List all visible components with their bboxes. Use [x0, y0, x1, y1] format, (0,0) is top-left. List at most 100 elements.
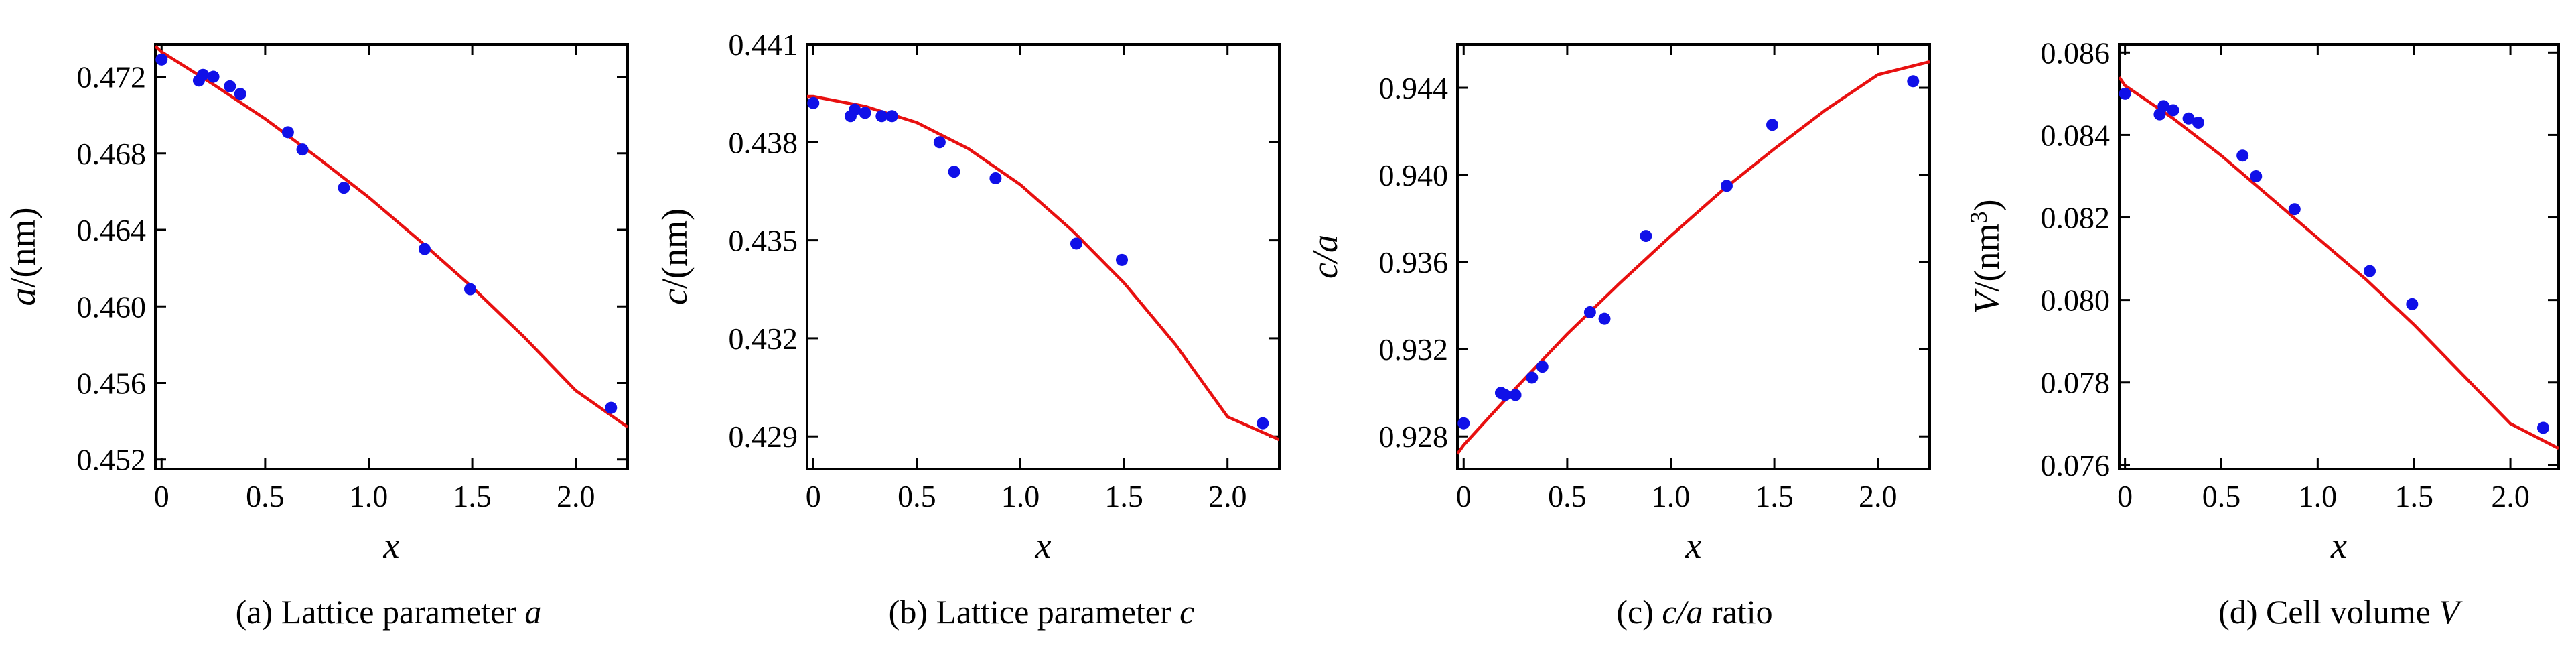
y-tick-label: 0.078	[2041, 366, 2110, 400]
data-point	[948, 166, 960, 178]
x-tick-label: 0.5	[246, 479, 285, 513]
data-point	[1509, 389, 1522, 401]
data-point	[1720, 180, 1733, 192]
data-point	[1766, 119, 1778, 131]
y-tick-label: 0.464	[77, 213, 147, 247]
data-point	[849, 103, 861, 116]
data-point	[197, 68, 210, 81]
data-point	[464, 283, 476, 296]
x-tick-label: 0.5	[898, 479, 936, 513]
y-axis-label: c/a	[1305, 235, 1345, 279]
panel-caption: (b) Lattice parameter c	[889, 593, 1195, 631]
y-tick-label: 0.468	[77, 137, 147, 171]
data-point	[418, 243, 431, 255]
data-point	[807, 96, 820, 109]
y-tick-label: 0.082	[2041, 201, 2110, 235]
chart-panel-4: 0 0.5 1.0 1.5 2.0 0.076 0.078 0.080 0.082 0.084 0.…	[1965, 36, 2560, 631]
y-tick-label: 0.086	[2041, 36, 2110, 70]
x-tick-label: 2.0	[1208, 479, 1247, 513]
data-point	[2406, 298, 2419, 310]
x-tick-label: 1.5	[2394, 479, 2433, 513]
x-tick-label: 1.0	[1001, 479, 1040, 513]
y-tick-label: 0.429	[729, 419, 798, 454]
chart-panel-3: 0 0.5 1.0 1.5 2.0 0.928 0.932 0.936 0.940 0.944 x c…	[1305, 43, 1931, 631]
x-axis-label: x	[2330, 525, 2347, 566]
x-axis-label: x	[383, 525, 400, 566]
data-point	[2167, 104, 2179, 117]
x-tick-label: 1.0	[1652, 479, 1691, 513]
data-point	[296, 143, 309, 156]
panel-caption: (c) c/a ratio	[1616, 593, 1772, 631]
x-tick-label: 1.0	[2299, 479, 2338, 513]
y-tick-label: 0.441	[729, 27, 798, 62]
data-point	[1536, 361, 1549, 373]
panel-caption: (a) Lattice parameter a	[236, 593, 542, 631]
data-point	[1907, 75, 1920, 88]
data-point	[234, 88, 246, 101]
data-point	[2182, 112, 2195, 125]
data-point	[2536, 421, 2549, 434]
y-tick-label: 0.435	[729, 224, 798, 258]
data-point	[1116, 253, 1128, 266]
data-point	[1070, 237, 1082, 250]
data-point	[2157, 100, 2170, 113]
y-tick-label: 0.944	[1379, 71, 1449, 105]
data-point	[281, 126, 294, 139]
data-point	[1526, 371, 1539, 384]
data-point	[1257, 417, 1269, 430]
plot-frame	[154, 43, 629, 470]
y-tick-label: 0.472	[77, 60, 147, 94]
fit-curve	[807, 94, 1279, 442]
x-tick-label: 2.0	[2491, 479, 2530, 513]
data-point	[155, 53, 168, 66]
fit-curve	[2119, 76, 2559, 450]
data-point	[207, 70, 220, 83]
data-point	[885, 110, 898, 123]
y-tick-label: 0.460	[77, 289, 147, 324]
y-axis-label: c/(nm)	[654, 208, 695, 305]
chart-panel-2: 0 0.5 1.0 1.5 2.0 0.429 0.432 0.435 0.438 0.441 x c…	[654, 27, 1281, 631]
data-point	[2119, 87, 2131, 100]
data-point	[338, 182, 350, 194]
y-tick-label: 0.080	[2041, 283, 2110, 318]
y-tick-label: 0.432	[729, 322, 798, 356]
data-point	[2192, 116, 2204, 129]
data-point	[933, 136, 946, 149]
y-tick-label: 0.456	[77, 366, 147, 400]
y-tick-label: 0.438	[729, 125, 798, 159]
data-point	[1457, 417, 1470, 430]
x-tick-label: 1.5	[1755, 479, 1794, 513]
x-tick-label: 1.0	[350, 479, 388, 513]
data-point	[1499, 389, 1512, 401]
data-point	[2364, 265, 2376, 277]
data-point	[1640, 230, 1652, 243]
plot-frame	[2118, 43, 2560, 470]
data-point	[605, 401, 618, 414]
x-tick-label: 0	[154, 479, 169, 513]
y-axis-label: V/(nm3)	[1965, 200, 2007, 314]
x-tick-label: 1.5	[453, 479, 492, 513]
y-tick-label: 0.940	[1379, 158, 1449, 192]
fit-curve	[1457, 60, 1930, 455]
y-tick-label: 0.936	[1379, 245, 1449, 279]
x-tick-label: 0	[2117, 479, 2133, 513]
plot-frame	[1456, 43, 1931, 470]
data-point	[224, 80, 236, 92]
x-tick-label: 0.5	[1548, 479, 1587, 513]
y-tick-label: 0.932	[1379, 332, 1449, 367]
data-point	[2236, 149, 2249, 162]
x-tick-label: 1.5	[1104, 479, 1143, 513]
x-tick-label: 0.5	[2202, 479, 2241, 513]
panel-caption: (d) Cell volume V	[2218, 593, 2463, 631]
y-tick-label: 0.928	[1379, 419, 1449, 454]
y-tick-label: 0.076	[2041, 448, 2110, 482]
y-axis-label: a/(nm)	[3, 208, 43, 306]
x-axis-label: x	[1035, 525, 1052, 566]
data-point	[859, 107, 871, 119]
data-point	[989, 172, 1002, 184]
data-point	[2288, 203, 2301, 216]
plot-frame	[806, 43, 1281, 470]
data-point	[1598, 312, 1611, 325]
x-tick-label: 2.0	[1859, 479, 1898, 513]
